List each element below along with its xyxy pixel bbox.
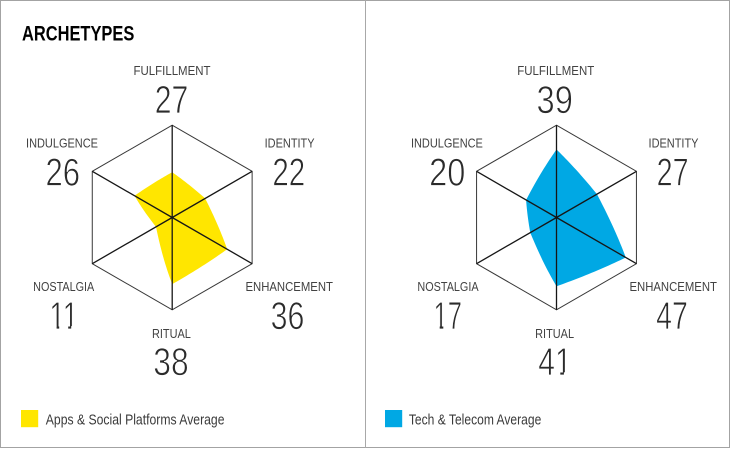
svg-text:Tech & Telecom Average: Tech & Telecom Average — [409, 411, 541, 428]
svg-text:NOSTALGIA: NOSTALGIA — [417, 279, 478, 294]
svg-text:47: 47 — [656, 295, 688, 338]
svg-text:ENHANCEMENT: ENHANCEMENT — [629, 279, 717, 294]
svg-text:INDULGENCE: INDULGENCE — [26, 136, 98, 151]
svg-text:NOSTALGIA: NOSTALGIA — [33, 279, 94, 294]
svg-text:FULFILLMENT: FULFILLMENT — [134, 63, 211, 78]
svg-text:IDENTITY: IDENTITY — [649, 136, 699, 151]
svg-text:ARCHETYPES: ARCHETYPES — [22, 22, 135, 46]
svg-text:INDULGENCE: INDULGENCE — [411, 136, 483, 151]
svg-text:27: 27 — [657, 151, 689, 194]
svg-text:41: 41 — [538, 342, 571, 384]
svg-text:11: 11 — [49, 296, 78, 338]
svg-text:RITUAL: RITUAL — [152, 326, 191, 341]
svg-text:ENHANCEMENT: ENHANCEMENT — [245, 279, 333, 294]
svg-text:36: 36 — [271, 295, 305, 337]
svg-text:IDENTITY: IDENTITY — [265, 136, 315, 151]
svg-text:RITUAL: RITUAL — [535, 326, 574, 341]
svg-text:20: 20 — [429, 151, 465, 194]
svg-text:38: 38 — [153, 341, 188, 384]
svg-text:FULFILLMENT: FULFILLMENT — [517, 63, 594, 78]
svg-text:39: 39 — [537, 79, 573, 122]
svg-text:27: 27 — [155, 80, 189, 122]
svg-text:Apps & Social Platforms Averag: Apps & Social Platforms Average — [46, 411, 225, 427]
svg-text:22: 22 — [272, 152, 305, 195]
svg-text:26: 26 — [46, 151, 81, 194]
